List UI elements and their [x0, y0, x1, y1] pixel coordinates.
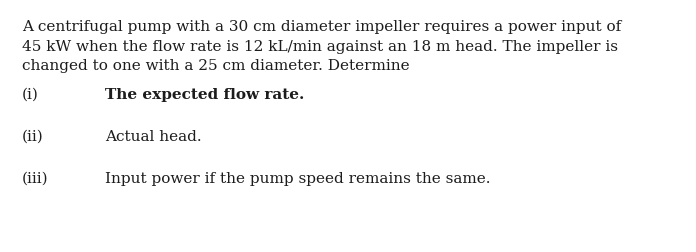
Text: A centrifugal pump with a 30 cm diameter impeller requires a power input of: A centrifugal pump with a 30 cm diameter… — [22, 20, 622, 34]
Text: changed to one with a 25 cm diameter. Determine: changed to one with a 25 cm diameter. De… — [22, 59, 410, 73]
Text: (iii): (iii) — [22, 171, 49, 185]
Text: The expected flow rate.: The expected flow rate. — [105, 88, 304, 102]
Text: (i): (i) — [22, 88, 39, 102]
Text: (ii): (ii) — [22, 130, 44, 143]
Text: 45 kW when the flow rate is 12 kL/min against an 18 m head. The impeller is: 45 kW when the flow rate is 12 kL/min ag… — [22, 39, 618, 53]
Text: Actual head.: Actual head. — [105, 130, 202, 143]
Text: Input power if the pump speed remains the same.: Input power if the pump speed remains th… — [105, 171, 491, 185]
